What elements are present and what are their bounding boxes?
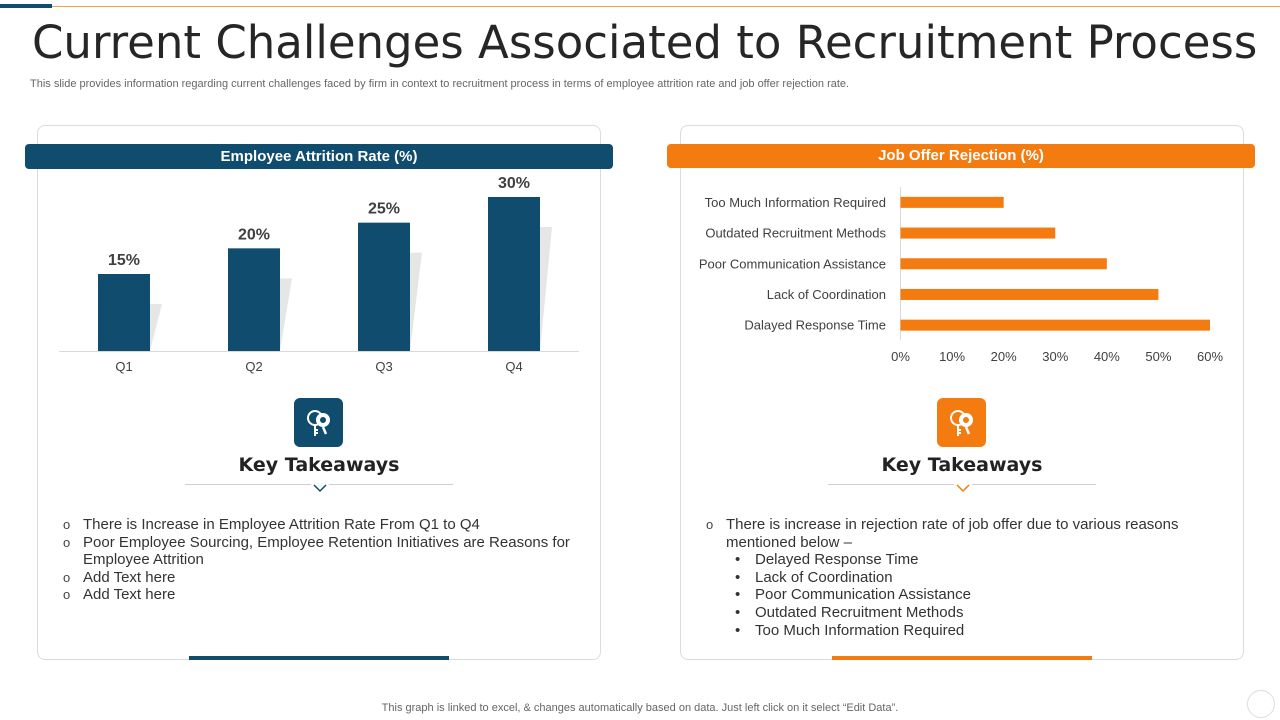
- tick-label: Q4: [505, 359, 522, 374]
- list-subitem: • Too Much Information Required: [735, 621, 965, 639]
- slide-subtitle: This slide provides information regardin…: [30, 78, 850, 90]
- keys-icon: [937, 398, 986, 447]
- bar-shadow: [540, 227, 552, 351]
- list-subitem: • Lack of Coordination: [735, 568, 893, 586]
- list-item: o Poor Employee Sourcing, Employee Retent…: [63, 533, 570, 569]
- attrition-banner: Employee Attrition Rate (%): [25, 144, 613, 169]
- bar-q1: [98, 274, 150, 351]
- top-rule: [0, 6, 1280, 7]
- rejection-takeaways-list: o There is increase in rejection rate of …: [706, 516, 1206, 639]
- tick-label: Q2: [245, 359, 262, 374]
- card-bottom-accent: [832, 656, 1092, 660]
- corner-badge: [1247, 690, 1275, 718]
- chevron-down-icon: [311, 482, 329, 494]
- bar-q2: [228, 248, 280, 351]
- keys-icon: [294, 398, 343, 447]
- tick-label: Q1: [115, 359, 132, 374]
- bar-shadow: [150, 304, 162, 351]
- list-subitem: • Poor Communication Assistance: [735, 586, 971, 604]
- data-label: 15%: [108, 252, 140, 269]
- data-label: 20%: [238, 226, 270, 243]
- bar-shadow: [280, 278, 292, 351]
- bar-q4: [488, 197, 540, 351]
- card-bottom-accent: [189, 656, 449, 660]
- bar-shadow: [410, 252, 422, 351]
- list-item: o Add Text here: [63, 586, 176, 604]
- top-accent-bar: [0, 4, 52, 8]
- data-label: 30%: [498, 175, 530, 192]
- slide-title: Current Challenges Associated to Recruit…: [32, 16, 1258, 69]
- key-takeaways-heading: Key Takeaways: [881, 454, 1043, 476]
- chevron-down-icon: [954, 482, 972, 494]
- list-item: o There is Increase in Employee Attrition…: [63, 516, 480, 533]
- list-subitem: • Outdated Recruitment Methods: [735, 603, 964, 621]
- list-item: o Add Text here: [63, 568, 176, 586]
- list-item: o There is increase in rejection rate of …: [706, 516, 1179, 551]
- key-takeaways-heading: Key Takeaways: [238, 454, 400, 476]
- list-subitem: • Delayed Response Time: [735, 551, 919, 569]
- data-label: 25%: [368, 201, 400, 218]
- bar-q3: [358, 222, 410, 351]
- rejection-card: [680, 125, 1244, 660]
- attrition-takeaways-list: o There is Increase in Employee Attrition…: [63, 516, 583, 604]
- rejection-banner: Job Offer Rejection (%): [667, 144, 1255, 168]
- slide-footer-note: This graph is linked to excel, & changes…: [381, 702, 899, 714]
- tick-label: Q3: [375, 359, 392, 374]
